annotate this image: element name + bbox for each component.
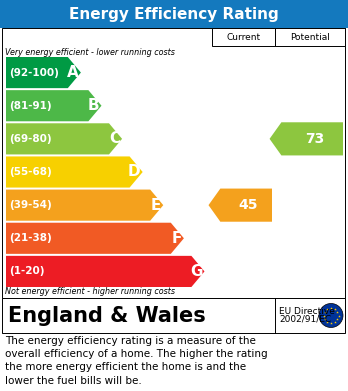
Text: C: C	[109, 131, 120, 146]
Text: B: B	[88, 98, 100, 113]
Bar	[2, 298, 345, 333]
Text: Energy Efficiency Rating: Energy Efficiency Rating	[69, 7, 279, 22]
Text: (92-100): (92-100)	[9, 68, 59, 77]
Polygon shape	[6, 57, 81, 88]
Polygon shape	[6, 190, 163, 221]
Bar	[0, 0, 348, 28]
Text: D: D	[128, 165, 141, 179]
Polygon shape	[6, 156, 143, 188]
Text: (69-80): (69-80)	[9, 134, 52, 144]
Bar	[212, 28, 275, 46]
Text: 2002/91/EC: 2002/91/EC	[279, 315, 331, 324]
Text: Not energy efficient - higher running costs: Not energy efficient - higher running co…	[5, 287, 175, 296]
Circle shape	[319, 303, 343, 328]
Text: (39-54): (39-54)	[9, 200, 52, 210]
Text: England & Wales: England & Wales	[8, 305, 206, 325]
Text: (81-91): (81-91)	[9, 101, 52, 111]
Text: (1-20): (1-20)	[9, 266, 45, 276]
Text: Current: Current	[227, 32, 261, 41]
Text: E: E	[151, 197, 161, 213]
Polygon shape	[6, 223, 184, 254]
Text: 73: 73	[305, 132, 324, 146]
Text: Potential: Potential	[290, 32, 330, 41]
Bar	[275, 28, 345, 46]
Text: Very energy efficient - lower running costs: Very energy efficient - lower running co…	[5, 48, 175, 57]
Text: (21-38): (21-38)	[9, 233, 52, 243]
Polygon shape	[208, 188, 272, 222]
Polygon shape	[6, 123, 122, 154]
Text: G: G	[190, 264, 203, 279]
Polygon shape	[270, 122, 343, 156]
Text: EU Directive: EU Directive	[279, 307, 335, 316]
Text: F: F	[172, 231, 182, 246]
Text: The energy efficiency rating is a measure of the
overall efficiency of a home. T: The energy efficiency rating is a measur…	[5, 336, 268, 386]
Text: 45: 45	[239, 198, 258, 212]
Polygon shape	[6, 90, 102, 121]
Bar	[2, 28, 345, 298]
Text: A: A	[67, 65, 79, 80]
Text: (55-68): (55-68)	[9, 167, 52, 177]
Polygon shape	[6, 256, 205, 287]
